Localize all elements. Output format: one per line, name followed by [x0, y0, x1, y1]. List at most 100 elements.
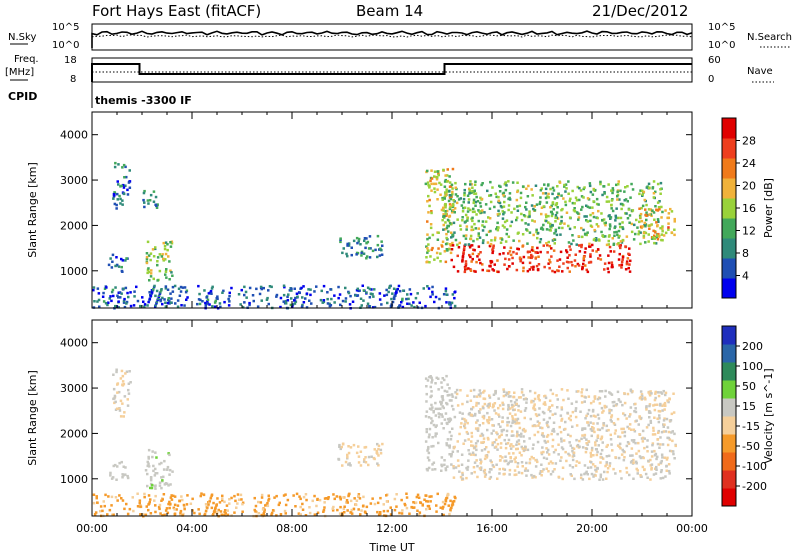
- echo-cell: [536, 231, 540, 235]
- echo-cell: [441, 500, 445, 504]
- echo-cell: [454, 193, 458, 196]
- echo-cell: [556, 269, 559, 272]
- echo-cell: [428, 507, 431, 510]
- echo-cell: [554, 216, 557, 219]
- echo-cell: [444, 498, 447, 502]
- echo-cell: [528, 261, 532, 265]
- echo-cell: [607, 428, 610, 432]
- echo-cell: [444, 412, 448, 415]
- echo-cell: [477, 402, 480, 405]
- echo-cell: [606, 443, 609, 447]
- echo-cell: [301, 296, 304, 299]
- echo-cell: [470, 225, 474, 229]
- echo-cell: [623, 434, 627, 438]
- echo-cell: [128, 186, 132, 189]
- echo-cell: [343, 505, 346, 508]
- echo-cell: [572, 239, 575, 242]
- echo-cell: [494, 438, 498, 442]
- echo-cell: [540, 451, 543, 454]
- echo-cell: [154, 451, 157, 454]
- echo-cell: [564, 190, 567, 193]
- echo-cell: [609, 217, 612, 220]
- echo-cell: [497, 413, 500, 416]
- echo-cell: [125, 502, 128, 506]
- echo-cell: [570, 402, 574, 405]
- echo-cell: [165, 482, 169, 486]
- echo-cell: [179, 285, 183, 289]
- echo-cell: [504, 393, 508, 397]
- echo-cell: [626, 185, 629, 188]
- echo-cell: [528, 461, 531, 465]
- echo-cell: [371, 249, 375, 253]
- echo-cell: [464, 260, 468, 263]
- echo-cell: [115, 263, 119, 267]
- echo-cell: [522, 435, 525, 438]
- echo-cell: [639, 390, 643, 393]
- echo-cell: [502, 467, 505, 471]
- echo-cell: [356, 252, 360, 255]
- echo-cell: [494, 412, 498, 415]
- echo-cell: [347, 291, 351, 295]
- echo-cell: [533, 209, 537, 212]
- echo-cell: [656, 438, 660, 441]
- echo-cell: [355, 499, 359, 502]
- echo-cell: [655, 457, 658, 461]
- echo-cell: [518, 239, 521, 243]
- echo-cell: [419, 501, 422, 504]
- echo-cell: [614, 219, 617, 222]
- echo-cell: [528, 268, 532, 271]
- echo-cell: [425, 260, 428, 264]
- echo-cell: [469, 269, 473, 272]
- echo-cell: [107, 263, 111, 267]
- echo-cell: [167, 297, 170, 300]
- echo-cell: [499, 425, 502, 428]
- echo-cell: [111, 476, 115, 479]
- echo-cell: [624, 186, 627, 189]
- echo-cell: [183, 507, 186, 511]
- echo-cell: [441, 218, 444, 222]
- echo-cell: [425, 508, 428, 511]
- echo-cell: [486, 241, 490, 244]
- echo-cell: [541, 426, 544, 430]
- echo-cell: [381, 442, 384, 446]
- echo-cell: [592, 200, 595, 203]
- echo-cell: [612, 250, 616, 253]
- echo-cell: [431, 419, 434, 423]
- echo-cell: [473, 414, 477, 417]
- echo-cell: [426, 169, 429, 173]
- echo-cell: [430, 211, 433, 215]
- echo-cell: [377, 444, 381, 448]
- echo-cell: [426, 220, 429, 223]
- echo-cell: [412, 301, 415, 304]
- echo-cell: [451, 450, 455, 453]
- echo-cell: [603, 404, 606, 408]
- echo-cell: [434, 407, 438, 411]
- echo-cell: [654, 467, 657, 470]
- echo-cell: [453, 445, 456, 449]
- echo-cell: [641, 225, 644, 228]
- echo-cell: [585, 470, 588, 474]
- echo-cell: [485, 233, 488, 237]
- echo-cell: [444, 467, 447, 470]
- colorbar-tick-label: 200: [742, 340, 763, 353]
- echo-cell: [603, 406, 607, 409]
- echo-cell: [509, 444, 512, 448]
- echo-cell: [323, 501, 326, 504]
- echo-cell: [344, 297, 348, 300]
- echo-cell: [592, 215, 596, 219]
- echo-cell: [560, 215, 563, 219]
- colorbar-swatch: [722, 178, 736, 199]
- nsearch-line: [91, 34, 693, 38]
- echo-cell: [489, 475, 493, 479]
- echo-cell: [465, 228, 468, 231]
- colorbar-tick-label: -100: [742, 460, 767, 473]
- echo-cell: [111, 288, 115, 292]
- echo-cell: [301, 508, 305, 511]
- echo-cell: [553, 238, 557, 241]
- colorbar-swatch: [722, 158, 736, 179]
- echo-cell: [496, 221, 499, 225]
- echo-cell: [126, 474, 129, 478]
- echo-cell: [597, 203, 600, 206]
- echo-cell: [357, 494, 360, 498]
- echo-cell: [461, 417, 464, 420]
